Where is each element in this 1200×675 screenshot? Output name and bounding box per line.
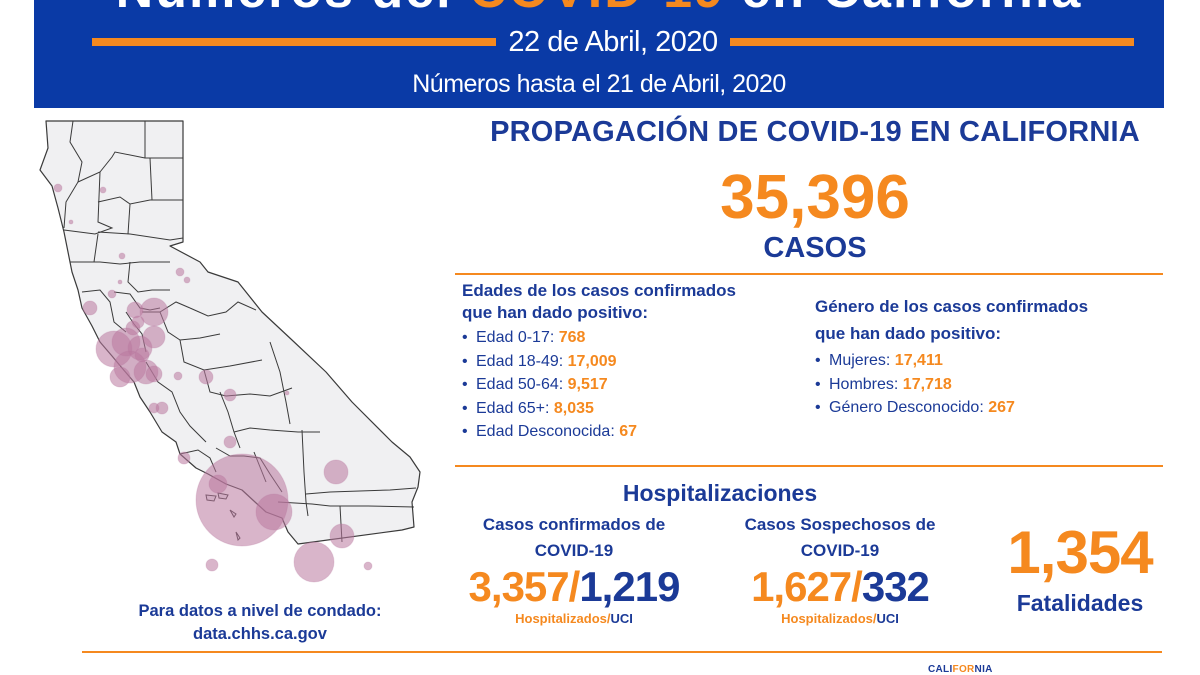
bullet-icon: • — [462, 352, 468, 370]
county-borders — [63, 120, 417, 543]
county-data-link[interactable]: data.chhs.ca.gov — [193, 625, 327, 643]
case-bubbles — [53, 183, 373, 583]
bullet-icon: • — [815, 399, 821, 416]
hospitalizations-title: Hospitalizaciones — [622, 480, 818, 506]
ages-heading: Edades de los casos confirmados que han … — [462, 281, 736, 322]
california-county-map — [39, 120, 421, 583]
footer-faded-logo — [60, 655, 340, 675]
gender-list: • Mujeres: 17,411 • Hombres: 17,718 • Géner… — [815, 349, 1175, 420]
bullet-icon: • — [462, 399, 468, 417]
county-data-note: Para datos a nivel de condado: data.chhs… — [80, 600, 440, 646]
fatalities-label: Fatalidades — [1016, 590, 1144, 616]
gender-heading: Género de los casos confirmados que han … — [815, 297, 1089, 343]
bullet-icon: • — [462, 329, 468, 346]
list-item: • Género Desconocido: 267 — [815, 396, 1175, 420]
bullet-icon: • — [462, 376, 468, 393]
suspected-hosp-icu-values: 1,627/332 — [751, 563, 930, 610]
cases-label: CASOS — [763, 232, 867, 264]
suspected-hospitalizations: Casos Sospechosos de COVID-19 1,627/332 … — [710, 512, 970, 628]
ages-block: Edades de los casos confirmados que han … — [462, 280, 802, 444]
list-item: • Mujeres: 17,411 — [815, 349, 1175, 373]
orange-rule-left — [92, 38, 497, 46]
confirmed-hosp-icu-values: 3,357/1,219 — [468, 563, 681, 610]
fatalities-value: 1,354 — [1007, 519, 1153, 586]
list-item: • Edad 18-49: 17,009 — [462, 350, 802, 374]
list-item: • Edad 50-64: 9,517 — [462, 373, 802, 397]
date-row: 22 de Abril, 2020 — [92, 24, 1135, 60]
report-date: 22 de Abril, 2020 — [508, 25, 718, 58]
header-banner: Números del COVID-19 en California 22 de… — [34, 0, 1164, 108]
ages-list: • Edad 0-17: 768 • Edad 18-49: 17,009 • Eda… — [462, 326, 802, 444]
california-logo: CALIFORNIA — [928, 664, 993, 675]
list-item: • Hombres: 17,718 — [815, 373, 1175, 397]
total-cases-value: 35,396 — [720, 163, 910, 232]
divider-bottom — [82, 651, 1162, 653]
spread-title: PROPAGACIÓN DE COVID-19 EN CALIFORNIA — [490, 116, 1140, 148]
title-highlight: COVID-19 — [469, 0, 725, 19]
list-item: • Edad 65+: 8,035 — [462, 397, 802, 421]
list-item: • Edad 0-17: 768 — [462, 326, 802, 350]
gender-block: Género de los casos confirmados que han … — [815, 293, 1175, 420]
orange-rule-right — [729, 38, 1135, 46]
divider-top — [455, 273, 1163, 275]
data-as-of: Números hasta el 21 de Abril, 2020 — [412, 70, 786, 98]
bullet-icon: • — [815, 375, 821, 393]
bullet-icon: • — [815, 352, 821, 369]
confirmed-hospitalizations: Casos confirmados de COVID-19 3,357/1,21… — [444, 512, 704, 628]
page-title: Números del COVID-19 en California — [34, 0, 1164, 20]
bullet-icon: • — [462, 423, 468, 440]
divider-middle — [455, 465, 1163, 467]
list-item: • Edad Desconocida: 67 — [462, 420, 802, 444]
